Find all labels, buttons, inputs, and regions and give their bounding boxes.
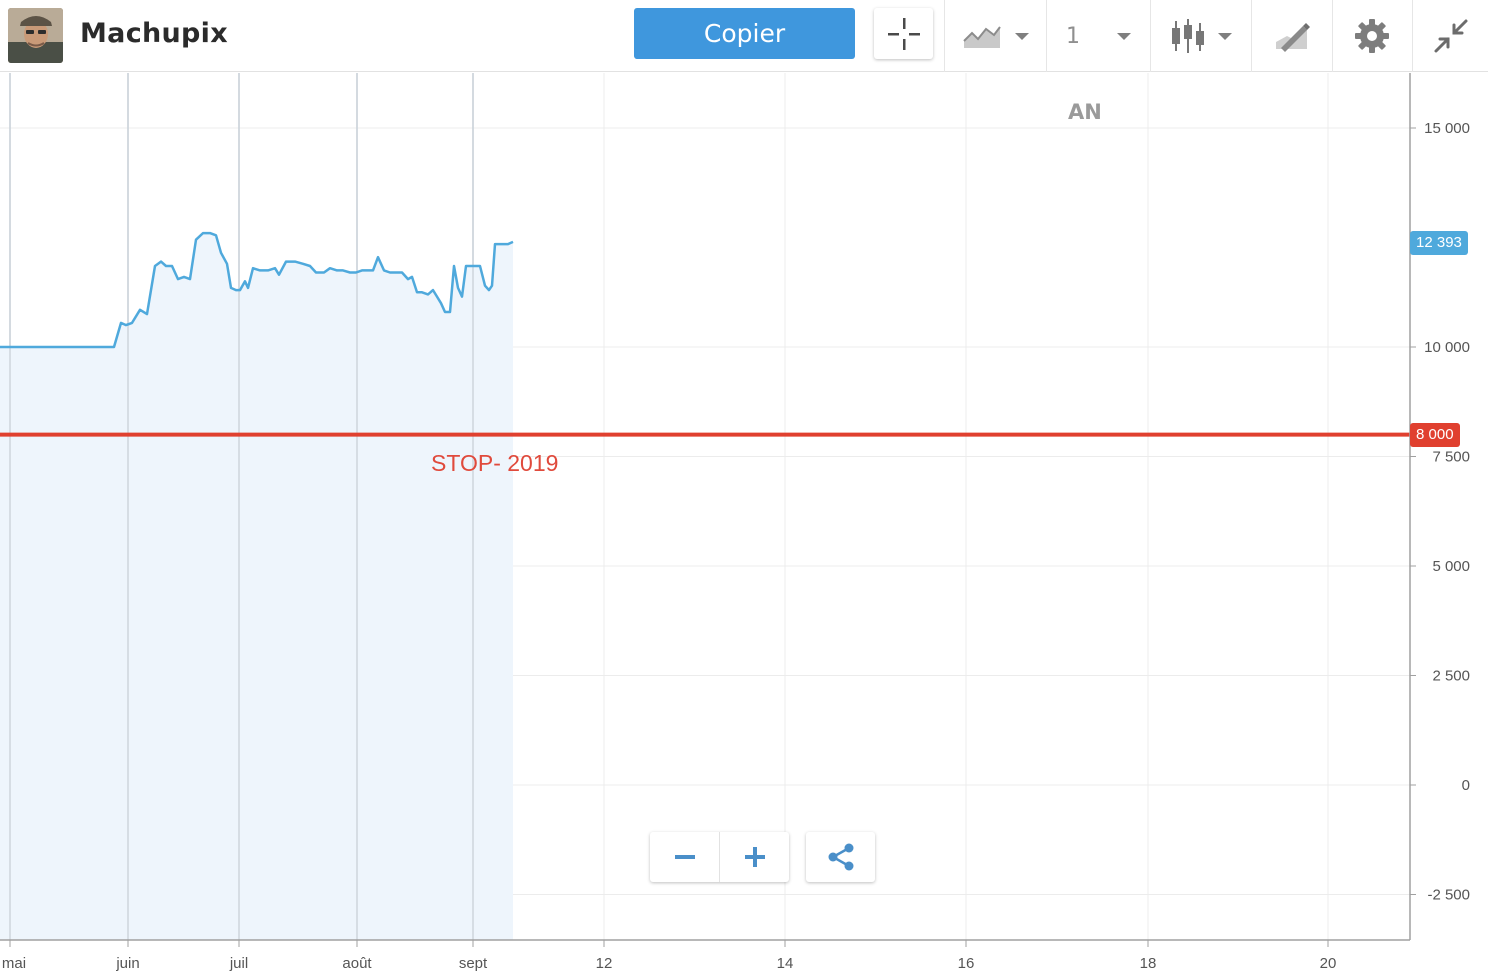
zoom-in-button[interactable] — [720, 832, 789, 882]
y-tick-label: 7 500 — [1432, 449, 1470, 466]
chevron-down-icon — [1015, 33, 1029, 40]
minus-icon — [674, 855, 695, 859]
username[interactable]: Machupix — [80, 18, 228, 49]
zoom-divider — [719, 832, 720, 882]
current-price-tag: 12 393 — [1410, 231, 1468, 255]
collapse-button[interactable] — [1413, 0, 1488, 72]
y-tick-label: 5 000 — [1432, 558, 1470, 575]
stop-price-tag: 8 000 — [1410, 423, 1460, 447]
crosshair-button[interactable] — [874, 8, 933, 59]
candlestick-dropdown[interactable] — [1160, 0, 1244, 72]
performance-chart[interactable]: 15 000 10 000 7 500 5 000 2 500 0 -2 500 mai jui… — [0, 73, 1488, 975]
drawing-tool-icon — [1276, 23, 1310, 52]
x-tick-label: 18 — [1140, 955, 1157, 972]
x-tick-label: juil — [229, 955, 248, 972]
toolbar-divider — [944, 0, 945, 72]
series-line — [0, 231, 514, 349]
x-tick-label: 16 — [958, 955, 975, 972]
period-value: 1 — [1066, 23, 1080, 49]
x-tick-label: août — [342, 955, 372, 972]
stop-line-label: STOP- 2019 — [431, 450, 559, 476]
zoom-controls — [650, 832, 789, 882]
chart-type-icon — [963, 26, 1001, 48]
toolbar-divider — [1251, 0, 1252, 72]
settings-button[interactable] — [1333, 0, 1411, 72]
toolbar-divider — [1046, 0, 1047, 72]
share-icon — [828, 843, 853, 871]
period-label: AN — [1068, 100, 1102, 124]
period-dropdown[interactable]: 1 — [1055, 0, 1145, 72]
y-tick-label: 2 500 — [1432, 668, 1470, 685]
x-tick-label: 12 — [596, 955, 613, 972]
x-tick-label: juin — [115, 955, 139, 972]
toolbar-divider — [1412, 0, 1413, 72]
y-tick-label: 10 000 — [1424, 339, 1470, 356]
toolbar-divider — [1150, 0, 1151, 72]
toolbar-divider — [1332, 0, 1333, 72]
plus-icon — [744, 847, 765, 867]
chart-type-dropdown[interactable] — [952, 0, 1042, 72]
series-area — [0, 233, 513, 941]
avatar[interactable] — [8, 8, 63, 63]
share-button[interactable] — [806, 832, 875, 882]
zoom-out-button[interactable] — [650, 832, 719, 882]
x-tick-label: 14 — [777, 955, 794, 972]
chevron-down-icon — [1218, 33, 1232, 40]
y-tick-label: -2 500 — [1427, 887, 1470, 904]
chevron-down-icon — [1117, 33, 1131, 40]
candlestick-icon — [1172, 19, 1204, 53]
drawing-tool-button[interactable] — [1253, 0, 1331, 72]
copy-button[interactable]: Copier — [634, 8, 855, 59]
top-toolbar: Machupix Copier 1 — [0, 0, 1488, 72]
x-tick-label: 20 — [1320, 955, 1337, 972]
chart-canvas[interactable]: 15 000 10 000 7 500 5 000 2 500 0 -2 500 mai jui… — [0, 73, 1488, 975]
y-tick-label: 0 — [1462, 777, 1470, 794]
x-tick-label: sept — [459, 955, 488, 972]
gear-icon — [1355, 19, 1389, 53]
crosshair-icon — [887, 17, 920, 50]
y-tick-label: 15 000 — [1424, 120, 1470, 137]
x-tick-label: mai — [2, 955, 26, 972]
collapse-icon — [1434, 19, 1467, 53]
